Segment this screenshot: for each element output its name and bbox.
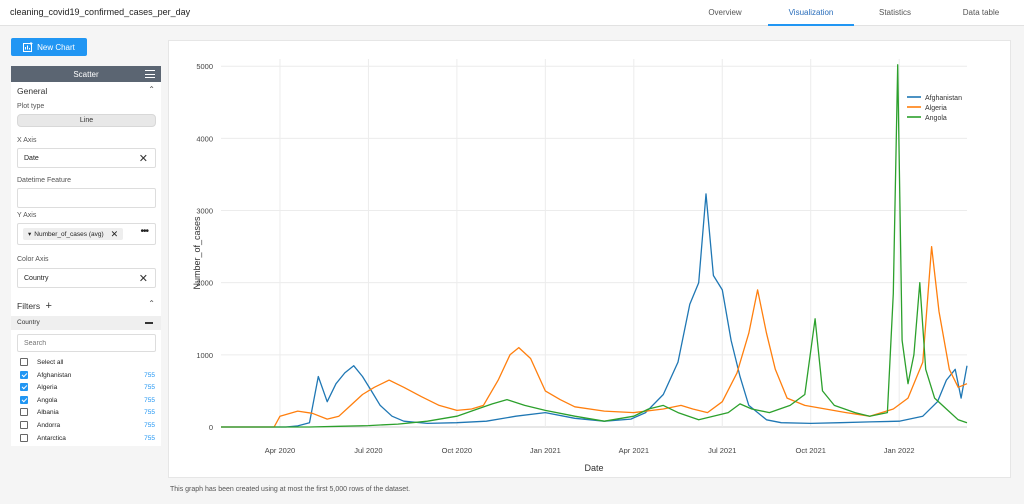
country-count: 755: [144, 422, 155, 429]
y-axis-label: Y Axis: [17, 212, 37, 219]
y-tick-label: 2000: [196, 279, 213, 288]
x-tick-label: Jan 2021: [530, 446, 561, 455]
new-chart-button[interactable]: New Chart: [11, 38, 87, 56]
line-chart: 0 1000 2000 3000 4000 5000 Apr 2020 Jul 2020 Oct…: [192, 59, 968, 473]
x-tick-label: Apr 2020: [265, 446, 295, 455]
checkbox[interactable]: [20, 433, 28, 442]
dataset-title: cleaning_covid19_confirmed_cases_per_day: [10, 7, 191, 17]
top-bar: cleaning_covid19_confirmed_cases_per_day…: [0, 0, 1024, 26]
active-tab-indicator: [768, 24, 854, 26]
color-axis-label: Color Axis: [17, 256, 49, 263]
chart-settings-panel: Scatter General ⌃ Plot type Line X Axis …: [11, 66, 161, 446]
x-tick-label: Jul 2020: [354, 446, 382, 455]
y-axis-field[interactable]: ▾ Number_of_cases (avg) ✕ •••: [17, 223, 156, 245]
x-tick-label: Jan 2022: [884, 446, 915, 455]
chart-type-header[interactable]: Scatter: [11, 66, 161, 82]
caret-down-icon[interactable]: ▾: [28, 231, 32, 238]
color-axis-field[interactable]: Country ✕: [17, 268, 156, 288]
y-tick-label: 0: [209, 423, 213, 432]
datetime-feature-label: Datetime Feature: [17, 177, 72, 184]
chevron-up-icon[interactable]: ⌃: [148, 85, 155, 94]
country-count: 755: [144, 434, 155, 442]
country-count: 755: [144, 409, 155, 417]
datetime-feature-field[interactable]: [17, 188, 156, 208]
country-checkbox-row[interactable]: Antarctica 755: [20, 433, 155, 444]
country-checkbox-row[interactable]: Andorra 755: [20, 421, 155, 431]
country-checkbox-row[interactable]: Angola 755: [20, 395, 155, 406]
x-tick-label: Jul 2021: [708, 446, 736, 455]
y-tick-label: 3000: [196, 207, 213, 216]
country-name: Afghanistan: [37, 371, 72, 379]
search-input[interactable]: [17, 334, 156, 352]
tab-data-table[interactable]: Data table: [962, 8, 1000, 17]
country-name: Albania: [37, 409, 59, 417]
country-name: Algeria: [37, 384, 58, 392]
x-tick-label: Apr 2021: [619, 446, 649, 455]
y-tick-label: 1000: [196, 351, 213, 360]
chart-card: 0 1000 2000 3000 4000 5000 Apr 2020 Jul 2020 Oct…: [168, 40, 1011, 478]
checkbox[interactable]: [20, 370, 28, 379]
x-tick-label: Oct 2020: [442, 446, 472, 455]
chevron-up-icon[interactable]: ⌃: [148, 299, 155, 308]
country-name: Select all: [37, 359, 64, 366]
add-filter-icon[interactable]: +: [45, 300, 52, 312]
x-axis-label: X Axis: [17, 137, 37, 144]
y-tick-label: 4000: [196, 134, 213, 143]
tab-overview[interactable]: Overview: [708, 8, 742, 17]
chart-footnote: This graph has been created using at mos…: [170, 486, 411, 493]
collapse-icon[interactable]: [145, 322, 153, 324]
country-name: Antarctica: [37, 434, 66, 442]
plot-type-label: Plot type: [17, 103, 45, 110]
close-icon[interactable]: ✕: [110, 228, 119, 239]
country-name: Andorra: [37, 422, 61, 429]
y-axis-value: Number_of_cases (avg): [34, 230, 104, 238]
checkbox[interactable]: [20, 395, 28, 404]
x-axis-value: Date: [24, 155, 39, 162]
more-icon[interactable]: •••: [140, 226, 148, 237]
checkbox[interactable]: [20, 421, 28, 429]
general-section-title: General: [17, 86, 48, 96]
checkbox[interactable]: [20, 383, 28, 392]
x-axis-field[interactable]: Date ✕: [17, 148, 156, 168]
country-checkbox-row[interactable]: Albania 755: [20, 408, 155, 418]
country-checkbox-row[interactable]: Afghanistan 755: [20, 370, 155, 381]
x-tick-label: Oct 2021: [796, 446, 826, 455]
series-line-angola: [221, 64, 968, 428]
country-count: 755: [144, 396, 155, 404]
legend-label: Angola: [925, 115, 947, 122]
country-name: Angola: [37, 396, 58, 404]
new-chart-label: New Chart: [37, 42, 75, 52]
series-line-algeria: [221, 245, 968, 428]
legend-label: Afghanistan: [925, 95, 962, 102]
add-chart-icon: [23, 42, 33, 52]
y-tick-label: 5000: [196, 62, 213, 71]
filters-section-title: Filters +: [17, 300, 52, 312]
menu-icon[interactable]: [145, 70, 155, 78]
country-count: 755: [144, 384, 155, 392]
country-filter-header[interactable]: Country: [11, 316, 161, 330]
y-axis-title: Number_of_cases: [192, 216, 202, 290]
checkbox[interactable]: [20, 408, 28, 417]
color-axis-value: Country: [24, 275, 49, 282]
legend-label: Algeria: [925, 105, 947, 112]
country-checkbox-row[interactable]: Select all: [20, 358, 155, 368]
series-line-afghanistan: [221, 193, 968, 428]
close-icon[interactable]: ✕: [138, 273, 148, 285]
country-checkbox-row[interactable]: Algeria 755: [20, 383, 155, 393]
country-filter-label: Country: [17, 319, 40, 326]
checkbox[interactable]: [20, 358, 28, 366]
chart-type-label: Scatter: [73, 69, 99, 79]
filters-label: Filters: [17, 301, 41, 311]
country-count: 755: [144, 371, 155, 379]
tab-statistics[interactable]: Statistics: [878, 8, 911, 17]
tab-visualization[interactable]: Visualization: [788, 8, 834, 17]
plot-type-select[interactable]: Line: [17, 114, 156, 127]
y-axis-chip[interactable]: ▾ Number_of_cases (avg) ✕: [23, 228, 124, 240]
x-axis-title: Date: [584, 463, 603, 473]
close-icon[interactable]: ✕: [138, 153, 148, 165]
